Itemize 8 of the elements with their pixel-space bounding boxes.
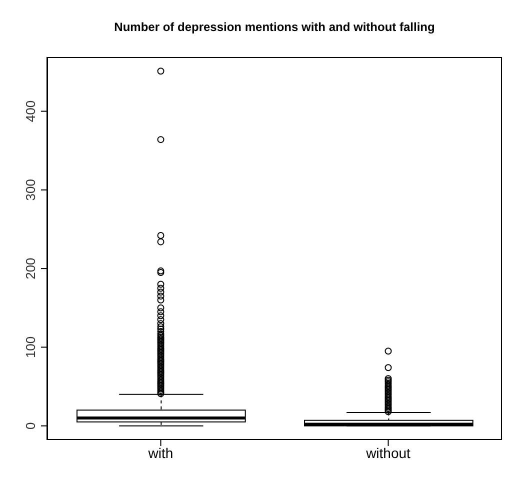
y-tick-label: 100 [23, 336, 38, 358]
y-tick-label: 200 [23, 258, 38, 280]
y-tick-label: 400 [23, 100, 38, 122]
chart-title: Number of depression mentions with and without falling [113, 20, 436, 34]
x-tick-label: without [365, 444, 411, 461]
x-tick-label: with [147, 444, 174, 461]
y-tick-label: 300 [23, 179, 38, 201]
y-tick-label: 0 [23, 422, 38, 430]
